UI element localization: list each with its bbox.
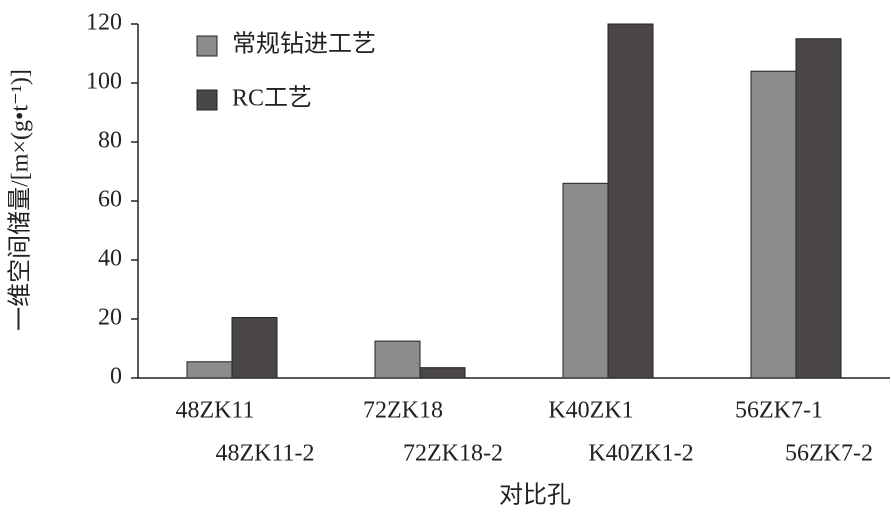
x-tick-sublabel: 72ZK18-2 <box>403 441 503 467</box>
bar <box>419 367 466 379</box>
legend-swatch <box>196 89 218 111</box>
bar <box>374 340 421 379</box>
y-tick-label: 20 <box>98 305 122 331</box>
x-tick-label: K40ZK1 <box>548 398 633 424</box>
y-tick-label: 0 <box>110 364 122 390</box>
x-tick-label: 56ZK7-1 <box>735 398 823 424</box>
y-tick-label: 120 <box>86 10 122 36</box>
y-tick-label: 100 <box>86 69 122 95</box>
legend-swatch <box>196 35 218 57</box>
y-tick-label: 80 <box>98 128 122 154</box>
x-tick-sublabel: 48ZK11-2 <box>215 441 314 467</box>
bar <box>231 317 278 379</box>
legend-label: 常规钻进工艺 <box>232 31 376 58</box>
y-tick-label: 40 <box>98 246 122 272</box>
y-tick-label: 60 <box>98 187 122 213</box>
x-tick-sublabel: K40ZK1-2 <box>588 441 693 467</box>
bar <box>607 23 654 379</box>
bar <box>795 38 842 379</box>
bar <box>562 182 609 379</box>
bar <box>750 70 797 379</box>
x-tick-sublabel: 56ZK7-2 <box>785 441 873 467</box>
bar <box>186 361 233 379</box>
y-axis-label: 一维空间储量/[m×(g•t⁻¹)] <box>7 69 34 331</box>
x-axis-label: 对比孔 <box>499 482 571 509</box>
x-tick-label: 48ZK11 <box>175 398 254 424</box>
x-tick-label: 72ZK18 <box>363 398 443 424</box>
legend-label: RC工艺 <box>232 85 312 112</box>
